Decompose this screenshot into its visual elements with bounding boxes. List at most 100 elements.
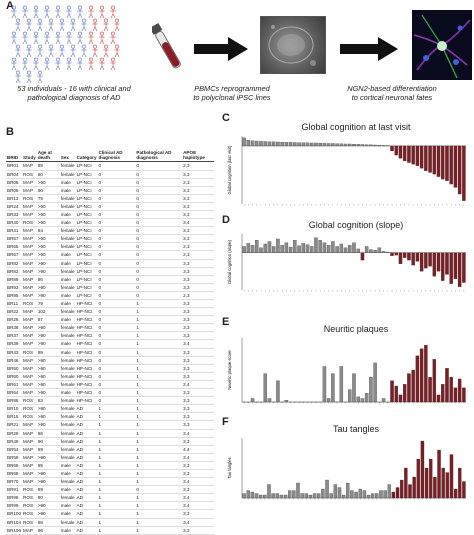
bar — [251, 245, 254, 252]
bar — [412, 146, 415, 164]
table-cell: BR22 — [6, 308, 22, 316]
table-cell: >90 — [37, 405, 60, 413]
table-cell: LP-NCI — [76, 283, 98, 291]
table-cell: AD — [76, 421, 98, 429]
table-cell: ROS — [22, 219, 37, 227]
table-cell: 2,3 — [182, 243, 214, 251]
table-cell: LP-NCI — [76, 243, 98, 251]
table-cell: 3,3 — [182, 356, 214, 364]
table-cell: 1 — [135, 308, 182, 316]
table-cell: BR11 — [6, 300, 22, 308]
bar — [319, 143, 322, 146]
bar — [458, 379, 461, 402]
table-cell: 1 — [135, 526, 182, 534]
bar — [285, 243, 288, 253]
table-cell: 0 — [135, 178, 182, 186]
table-cell: 1 — [98, 502, 136, 510]
table-cell: AD — [76, 429, 98, 437]
table-cell: MAP — [22, 308, 37, 316]
caption-individuals-line1: 53 individuals - 16 with clinical and — [4, 84, 144, 93]
bar — [285, 400, 288, 402]
table-cell: 0 — [98, 340, 136, 348]
table-cell: 1 — [98, 437, 136, 445]
bar — [264, 374, 267, 402]
bar — [340, 244, 343, 253]
table-header-cell: BRID — [6, 150, 22, 162]
bar — [335, 144, 338, 146]
bar — [344, 144, 347, 146]
table-cell: 3,3 — [182, 267, 214, 275]
table-cell: BR08 — [6, 178, 22, 186]
person-icon — [37, 45, 42, 57]
bar — [386, 252, 389, 253]
bar — [310, 246, 313, 252]
bar — [382, 145, 385, 146]
bar — [428, 146, 431, 173]
table-cell: 0 — [98, 202, 136, 210]
person-icon — [66, 32, 71, 44]
bar — [371, 494, 374, 499]
bar — [437, 395, 440, 402]
person-icon — [77, 32, 82, 44]
table-cell: female — [60, 372, 76, 380]
person-icon — [11, 58, 16, 70]
person-icon — [66, 6, 71, 18]
table-cell: MAP — [22, 526, 37, 534]
table-cell: BR04 — [6, 170, 22, 178]
table-cell: ROS — [22, 300, 37, 308]
table-cell: 89 — [37, 486, 60, 494]
bar — [408, 485, 411, 499]
blood-tube-icon — [152, 18, 182, 78]
table-cell: ROS — [22, 194, 37, 202]
table-cell: 0 — [135, 162, 182, 170]
bar — [442, 468, 445, 498]
table-cell: female — [60, 478, 76, 486]
table-cell: male — [60, 340, 76, 348]
table-cell: HP-NCI — [76, 380, 98, 388]
bar — [267, 485, 270, 499]
table-cell: MAP — [22, 267, 37, 275]
table-cell: LP-NCI — [76, 251, 98, 259]
table-cell: LP-NCI — [76, 194, 98, 202]
table-cell: 0 — [98, 324, 136, 332]
bar — [272, 246, 275, 252]
table-cell: female — [60, 356, 76, 364]
table-cell: 3,3 — [182, 316, 214, 324]
table-cell: >90 — [37, 421, 60, 429]
table-cell: 0 — [98, 316, 136, 324]
person-icon — [88, 32, 93, 44]
chart-global-cognition-last-visit: Global cognition (last visit) — [226, 134, 470, 218]
person-icon — [92, 45, 97, 57]
panel-letter-b: B — [6, 126, 14, 138]
table-header-cell: Clinical AD diagnosis — [98, 150, 136, 162]
table-cell: BR104 — [6, 518, 22, 526]
bar — [374, 363, 377, 402]
table-cell: AD — [76, 510, 98, 518]
bar — [454, 253, 457, 279]
table-cell: 1 — [135, 469, 182, 477]
table-cell: 1 — [135, 445, 182, 453]
table-cell: BR89 — [6, 275, 22, 283]
table-cell: AD — [76, 526, 98, 534]
caption-ngn2-line1: NGN2-based differentiation — [322, 84, 462, 93]
person-icon — [55, 58, 60, 70]
table-cell: 3,3 — [182, 235, 214, 243]
table-cell: 0 — [98, 389, 136, 397]
bar — [319, 240, 322, 252]
table-cell: 0 — [98, 267, 136, 275]
table-cell: male — [60, 210, 76, 218]
bar — [396, 488, 399, 499]
bar — [361, 398, 364, 402]
table-cell: 1 — [98, 421, 136, 429]
table-cell: BR41 — [6, 227, 22, 235]
